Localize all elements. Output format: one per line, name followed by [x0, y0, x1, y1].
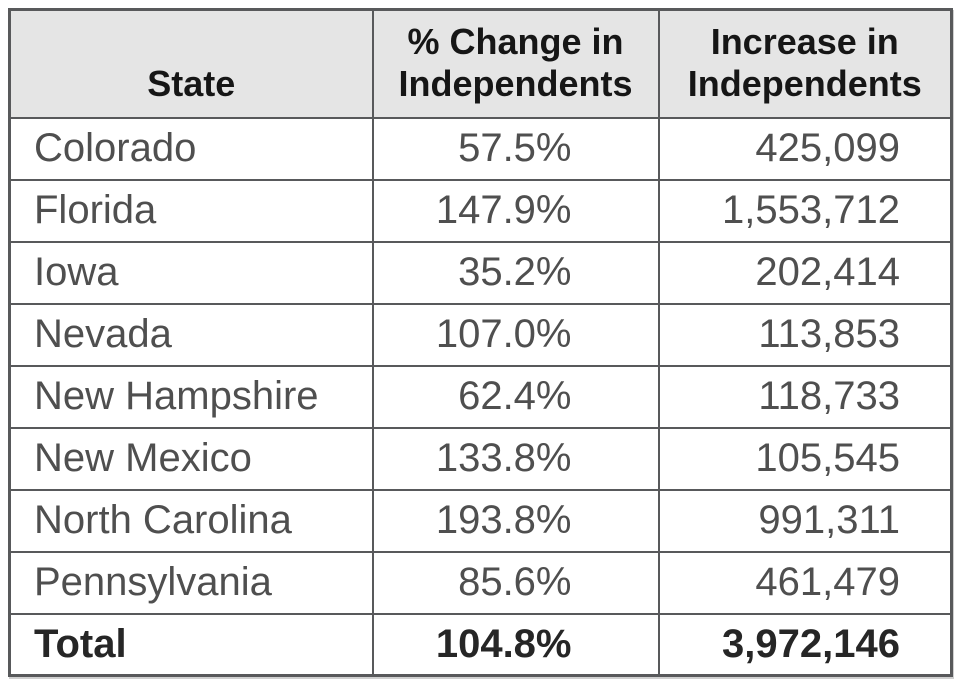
state-cell: Nevada	[8, 302, 374, 367]
pct-change-cell: 57.5%	[371, 116, 660, 181]
increase-cell: 461,479	[657, 550, 953, 615]
state-cell: North Carolina	[8, 488, 374, 553]
state-cell: Pennsylvania	[8, 550, 374, 615]
table-row: Colorado 57.5% 425,099	[8, 116, 953, 181]
increase-cell: 113,853	[657, 302, 953, 367]
state-cell: Iowa	[8, 240, 374, 305]
increase-cell: 991,311	[657, 488, 953, 553]
total-pct-change-cell: 104.8%	[371, 612, 660, 677]
state-cell: Colorado	[8, 116, 374, 181]
state-cell: New Hampshire	[8, 364, 374, 429]
pct-change-cell: 85.6%	[371, 550, 660, 615]
table-row: New Mexico 133.8% 105,545	[8, 426, 953, 491]
pct-change-cell: 133.8%	[371, 426, 660, 491]
increase-cell: 118,733	[657, 364, 953, 429]
column-header-state: State	[8, 8, 374, 119]
total-label-cell: Total	[8, 612, 374, 677]
table-header-row: State % Change in Independents Increase …	[8, 8, 953, 119]
increase-cell: 202,414	[657, 240, 953, 305]
independents-table-container: State % Change in Independents Increase …	[8, 8, 953, 678]
pct-change-cell: 193.8%	[371, 488, 660, 553]
table-row: Nevada 107.0% 113,853	[8, 302, 953, 367]
increase-cell: 105,545	[657, 426, 953, 491]
table-row: Iowa 35.2% 202,414	[8, 240, 953, 305]
increase-cell: 425,099	[657, 116, 953, 181]
table-row: North Carolina 193.8% 991,311	[8, 488, 953, 553]
increase-cell: 1,553,712	[657, 178, 953, 243]
state-cell: Florida	[8, 178, 374, 243]
total-increase-cell: 3,972,146	[657, 612, 953, 677]
total-row: Total 104.8% 3,972,146	[8, 612, 953, 677]
pct-change-cell: 35.2%	[371, 240, 660, 305]
table-row: New Hampshire 62.4% 118,733	[8, 364, 953, 429]
pct-change-cell: 62.4%	[371, 364, 660, 429]
table-row: Florida 147.9% 1,553,712	[8, 178, 953, 243]
table-row: Pennsylvania 85.6% 461,479	[8, 550, 953, 615]
column-header-increase: Increase in Independents	[657, 8, 953, 119]
column-header-pct-change: % Change in Independents	[371, 8, 660, 119]
independents-table: State % Change in Independents Increase …	[8, 8, 953, 678]
pct-change-cell: 107.0%	[371, 302, 660, 367]
state-cell: New Mexico	[8, 426, 374, 491]
pct-change-cell: 147.9%	[371, 178, 660, 243]
